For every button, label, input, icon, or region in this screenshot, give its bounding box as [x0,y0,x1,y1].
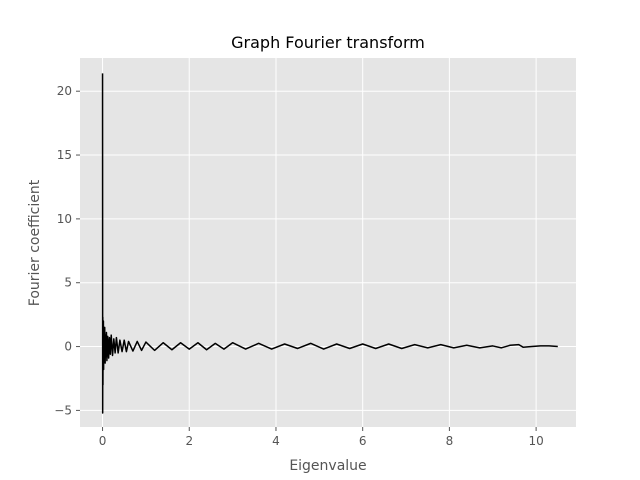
x-axis-label: Eigenvalue [289,458,366,474]
y-tick-label: 5 [64,276,72,290]
chart-title: Graph Fourier transform [231,33,425,52]
plot-area [80,58,576,427]
x-axis-ticks: 0 2 4 6 8 10 [99,427,544,448]
y-axis-ticks: −5 0 5 10 15 20 [54,84,80,417]
x-tick-label: 8 [446,434,454,448]
x-tick-label: 2 [185,434,193,448]
y-axis-label: Fourier coefficient [27,179,43,306]
y-tick-label: 0 [64,340,72,354]
x-tick-label: 4 [272,434,280,448]
y-tick-label: 10 [57,212,72,226]
x-tick-label: 10 [528,434,543,448]
y-tick-label: 15 [57,148,72,162]
y-tick-label: 20 [57,84,72,98]
x-tick-label: 0 [99,434,107,448]
x-tick-label: 6 [359,434,367,448]
y-tick-label: −5 [54,403,72,417]
